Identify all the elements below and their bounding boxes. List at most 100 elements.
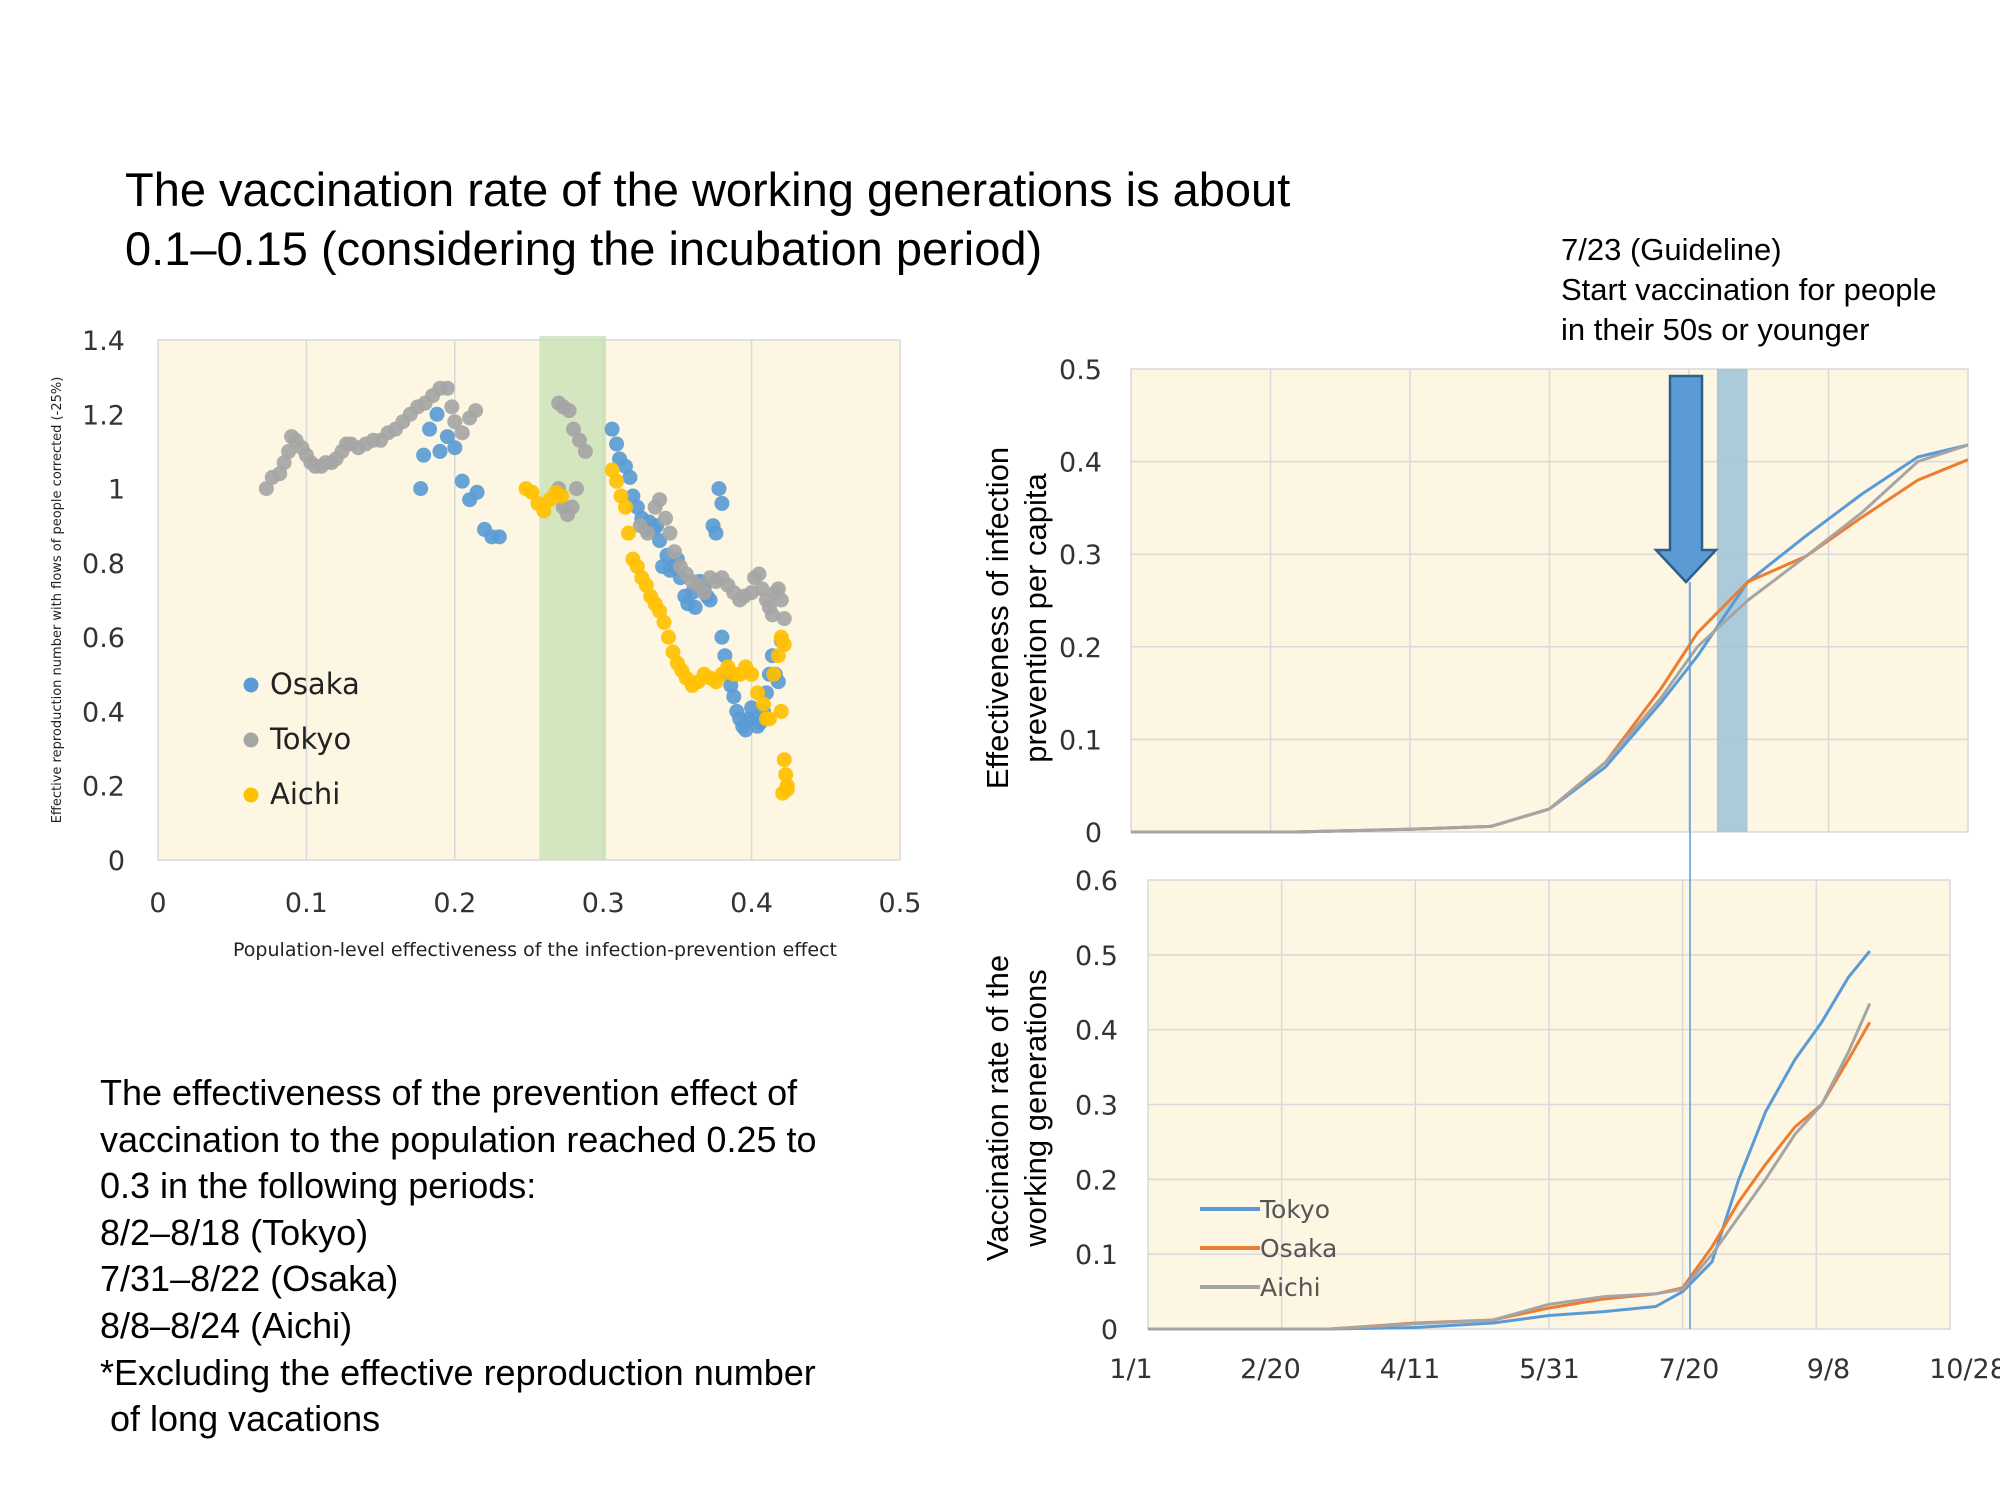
effect-y-tick-label: 0 — [1085, 818, 1102, 849]
scatter-y-tick-label: 1 — [108, 475, 125, 506]
summary-line-3: 0.3 in the following periods: — [100, 1165, 537, 1207]
effect-y-tick-label: 0.5 — [1059, 355, 1102, 386]
scatter-point-tokyo — [447, 414, 463, 430]
scatter-point-osaka — [422, 421, 438, 437]
scatter-point-tokyo — [468, 403, 484, 419]
scatter-y-tick-label: 0.6 — [82, 623, 125, 654]
vacc-x-tick-label: 5/31 — [1519, 1354, 1580, 1385]
scatter-point-aichi — [750, 685, 766, 701]
vacc-y-axis-title: Vaccination rate of theworking generatio… — [980, 955, 1053, 1261]
scatter-point-aichi — [554, 488, 570, 504]
vacc-legend-label-tokyo: Tokyo — [1259, 1195, 1330, 1224]
vacc-x-tick-label: 1/1 — [1109, 1354, 1152, 1385]
scatter-point-osaka — [652, 533, 668, 549]
scatter-point-osaka — [416, 447, 432, 463]
scatter-y-axis-title: Effective reproduction number with flows… — [50, 377, 65, 824]
vacc-legend-label-aichi: Aichi — [1260, 1273, 1321, 1302]
scatter-point-osaka — [714, 629, 730, 645]
scatter-point-tokyo — [773, 592, 789, 608]
scatter-point-tokyo — [454, 425, 470, 441]
scatter-point-aichi — [660, 629, 676, 645]
effect-y-tick-label: 0.2 — [1059, 633, 1102, 664]
scatter-y-tick-label: 1.2 — [82, 400, 125, 431]
summary-line-5: 7/31–8/22 (Osaka) — [100, 1258, 399, 1300]
scatter-point-tokyo — [751, 566, 767, 582]
vacc-line-tokyo — [1148, 950, 1871, 1331]
effect-y-tick-label: 0.1 — [1059, 725, 1102, 756]
scatter-point-aichi — [776, 637, 792, 653]
summary-line-6: 8/8–8/24 (Aichi) — [100, 1304, 353, 1346]
scatter-point-aichi — [620, 525, 636, 541]
title-line-2: 0.1–0.15 (considering the incubation per… — [125, 222, 1043, 275]
scatter-point-aichi — [779, 781, 795, 797]
vacc-legend-label-osaka: Osaka — [1260, 1234, 1337, 1263]
scatter-point-osaka — [604, 421, 620, 437]
scatter-point-osaka — [491, 529, 507, 545]
scatter-x-tick-label: 0.4 — [730, 888, 773, 919]
legend-label-aichi: Aichi — [270, 777, 340, 811]
scatter-point-osaka — [708, 525, 724, 541]
vacc-line-aichi — [1148, 1002, 1872, 1331]
scatter-point-tokyo — [652, 492, 668, 508]
scatter-point-osaka — [454, 473, 470, 489]
scatter-point-tokyo — [281, 443, 297, 459]
vacc-x-tick-label: 9/8 — [1807, 1354, 1850, 1385]
legend-marker-osaka — [243, 677, 259, 693]
scatter-point-tokyo — [561, 403, 577, 419]
scatter-point-aichi — [770, 648, 786, 664]
scatter-x-tick-label: 0 — [149, 888, 166, 919]
scatter-point-tokyo — [564, 499, 580, 515]
legend-marker-aichi — [243, 787, 259, 803]
vacc-y-axis-title-line: Vaccination rate of the — [980, 955, 1015, 1261]
scatter-point-tokyo — [662, 525, 678, 541]
title-line-1: The vaccination rate of the working gene… — [125, 163, 1291, 216]
scatter-point-aichi — [656, 614, 672, 630]
guideline-line-1: 7/23 (Guideline) — [1561, 232, 1782, 267]
scatter-point-aichi — [609, 473, 625, 489]
scatter-point-tokyo — [444, 399, 460, 415]
vacc-x-tick-label: 7/20 — [1659, 1354, 1720, 1385]
scatter-point-tokyo — [640, 525, 656, 541]
scatter-point-tokyo — [571, 432, 587, 448]
scatter-point-osaka — [714, 495, 730, 511]
legend-label-osaka: Osaka — [270, 667, 360, 701]
vacc-x-tick-label: 2/20 — [1240, 1354, 1301, 1385]
effect-y-axis-title-line: Effectiveness of infection — [980, 447, 1015, 789]
scatter-point-osaka — [439, 429, 455, 445]
scatter-x-tick-label: 0.3 — [582, 888, 625, 919]
effect-line-aichi — [1131, 443, 1969, 834]
vacc-y-tick-label: 0.3 — [1075, 1091, 1118, 1122]
vacc-y-tick-label: 0 — [1101, 1315, 1118, 1346]
effectiveness-chart: 0 0.1 0.2 0.3 0.4 0.5 Effectiveness of infecti… — [980, 355, 1969, 849]
scatter-point-tokyo — [439, 380, 455, 396]
effect-y-axis-title: Effectiveness of infectionprevention per… — [980, 447, 1053, 789]
vacc-y-tick-label: 0.4 — [1075, 1016, 1118, 1047]
vacc-x-tick-label: 4/11 — [1380, 1354, 1441, 1385]
scatter-y-tick-label: 0.4 — [82, 697, 125, 728]
summary-line-2: vaccination to the population reached 0.… — [100, 1118, 817, 1160]
scatter-point-aichi — [776, 752, 792, 768]
scatter-point-tokyo — [568, 481, 584, 497]
scatter-point-aichi — [755, 696, 771, 712]
scatter-point-tokyo — [696, 585, 712, 601]
summary-line-1: The effectiveness of the prevention effe… — [100, 1072, 798, 1113]
scatter-y-tick-label: 0.2 — [82, 772, 125, 803]
scatter-point-osaka — [622, 469, 638, 485]
scatter-point-tokyo — [577, 443, 593, 459]
scatter-point-tokyo — [776, 611, 792, 627]
legend-marker-tokyo — [243, 732, 259, 748]
scatter-point-tokyo — [764, 607, 780, 623]
effect-y-tick-label: 0.4 — [1059, 448, 1102, 479]
scatter-point-aichi — [773, 703, 789, 719]
guideline-line-3: in their 50s or younger — [1561, 312, 1870, 347]
scatter-point-osaka — [447, 440, 463, 456]
summary-line-8: of long vacations — [100, 1398, 381, 1440]
effect-y-tick-label: 0.3 — [1059, 540, 1102, 571]
vacc-y-tick-label: 0.5 — [1075, 941, 1118, 972]
page-title: The vaccination rate of the working gene… — [125, 160, 1425, 278]
scatter-point-aichi — [744, 666, 760, 682]
scatter-x-tick-label: 0.1 — [285, 888, 328, 919]
summary-text: The effectiveness of the prevention effe… — [100, 1070, 920, 1443]
scatter-point-aichi — [778, 767, 794, 783]
scatter-point-tokyo — [666, 544, 682, 560]
